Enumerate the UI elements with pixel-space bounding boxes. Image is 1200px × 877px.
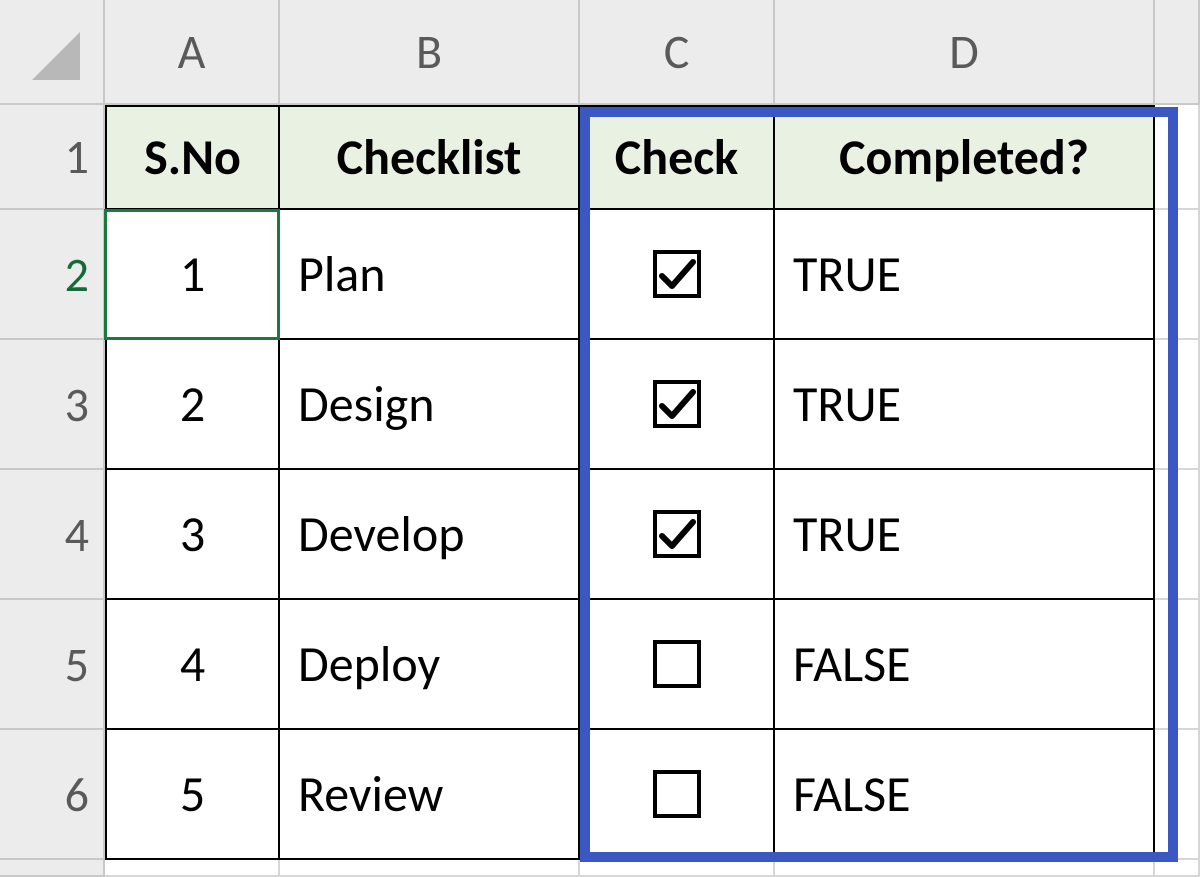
cell-a3[interactable]: 2 — [105, 340, 280, 470]
checkbox-control[interactable] — [653, 250, 701, 298]
row-header-5[interactable]: 5 — [0, 600, 105, 730]
cell-b4[interactable]: Develop — [280, 470, 580, 600]
cell-c3[interactable] — [580, 340, 775, 470]
table-header-checklist: Checklist — [337, 127, 522, 188]
checkbox-control[interactable] — [653, 510, 701, 558]
cells-grid: S.No Checklist Check Completed? 1 Plan T… — [105, 105, 1200, 877]
cell-value: Design — [298, 374, 434, 435]
cell-value: Deploy — [298, 634, 440, 695]
cell-a7[interactable] — [105, 860, 280, 877]
column-header-a[interactable]: A — [105, 0, 280, 105]
cell-value: Develop — [298, 504, 464, 565]
cell-d1[interactable]: Completed? — [775, 105, 1155, 210]
cell-value: FALSE — [793, 634, 911, 695]
cell-value: 4 — [180, 634, 205, 695]
cell-a6[interactable]: 5 — [105, 730, 280, 860]
checkbox-control[interactable] — [653, 640, 701, 688]
cell-d6[interactable]: FALSE — [775, 730, 1155, 860]
cell-b5[interactable]: Deploy — [280, 600, 580, 730]
cell-e4[interactable] — [1155, 470, 1200, 600]
cell-d3[interactable]: TRUE — [775, 340, 1155, 470]
row-header-label: 1 — [65, 127, 89, 186]
cell-c4[interactable] — [580, 470, 775, 600]
cell-value: TRUE — [793, 374, 901, 435]
cell-value: FALSE — [793, 764, 911, 825]
column-header-label: C — [664, 22, 690, 81]
row-header-label: 2 — [65, 245, 89, 304]
table-header-sno: S.No — [144, 127, 241, 188]
row-header-label: 3 — [65, 375, 89, 434]
cell-d2[interactable]: TRUE — [775, 210, 1155, 340]
row-header-label: 6 — [65, 765, 89, 824]
cell-value: Plan — [298, 244, 386, 305]
cell-value: TRUE — [793, 244, 901, 305]
row-header-3[interactable]: 3 — [0, 340, 105, 470]
row-header-4[interactable]: 4 — [0, 470, 105, 600]
column-header-c[interactable]: C — [580, 0, 775, 105]
cell-e6[interactable] — [1155, 730, 1200, 860]
cell-d5[interactable]: FALSE — [775, 600, 1155, 730]
cell-b1[interactable]: Checklist — [280, 105, 580, 210]
row-header-6[interactable]: 6 — [0, 730, 105, 860]
cell-d4[interactable]: TRUE — [775, 470, 1155, 600]
column-header-label: B — [416, 22, 442, 81]
checkbox-control[interactable] — [653, 770, 701, 818]
checkbox-control[interactable] — [653, 380, 701, 428]
cell-c1[interactable]: Check — [580, 105, 775, 210]
table-header-completed: Completed? — [839, 127, 1089, 188]
cell-b3[interactable]: Design — [280, 340, 580, 470]
row-header-7[interactable] — [0, 860, 105, 877]
column-header-e[interactable] — [1155, 0, 1200, 105]
cell-d7[interactable] — [775, 860, 1155, 877]
row-header-1[interactable]: 1 — [0, 105, 105, 210]
cell-value: 5 — [180, 764, 205, 825]
row-header-label: 4 — [65, 505, 89, 564]
cell-b7[interactable] — [280, 860, 580, 877]
cell-value: 1 — [180, 244, 205, 305]
column-header-b[interactable]: B — [280, 0, 580, 105]
cell-value: 2 — [180, 374, 205, 435]
cell-b6[interactable]: Review — [280, 730, 580, 860]
cell-a4[interactable]: 3 — [105, 470, 280, 600]
cell-e2[interactable] — [1155, 210, 1200, 340]
cell-e3[interactable] — [1155, 340, 1200, 470]
cell-e5[interactable] — [1155, 600, 1200, 730]
table-header-check: Check — [615, 127, 738, 188]
cell-c7[interactable] — [580, 860, 775, 877]
select-all-corner[interactable] — [0, 0, 105, 105]
column-header-d[interactable]: D — [775, 0, 1155, 105]
cell-e1[interactable] — [1155, 105, 1200, 210]
cell-value: TRUE — [793, 504, 901, 565]
spreadsheet-area: { "colors": { "sheet_bg": "#ececec", "gr… — [0, 0, 1200, 877]
cell-c5[interactable] — [580, 600, 775, 730]
cell-value: 3 — [180, 504, 205, 565]
cell-a5[interactable]: 4 — [105, 600, 280, 730]
cell-value: Review — [298, 764, 443, 825]
column-header-label: D — [949, 22, 979, 81]
cell-c2[interactable] — [580, 210, 775, 340]
row-header-2[interactable]: 2 — [0, 210, 105, 340]
cell-a2[interactable]: 1 — [105, 210, 280, 340]
row-header-label: 5 — [65, 635, 89, 694]
cell-b2[interactable]: Plan — [280, 210, 580, 340]
cell-e7[interactable] — [1155, 860, 1200, 877]
cell-c6[interactable] — [580, 730, 775, 860]
cell-a1[interactable]: S.No — [105, 105, 280, 210]
column-header-label: A — [178, 22, 206, 81]
